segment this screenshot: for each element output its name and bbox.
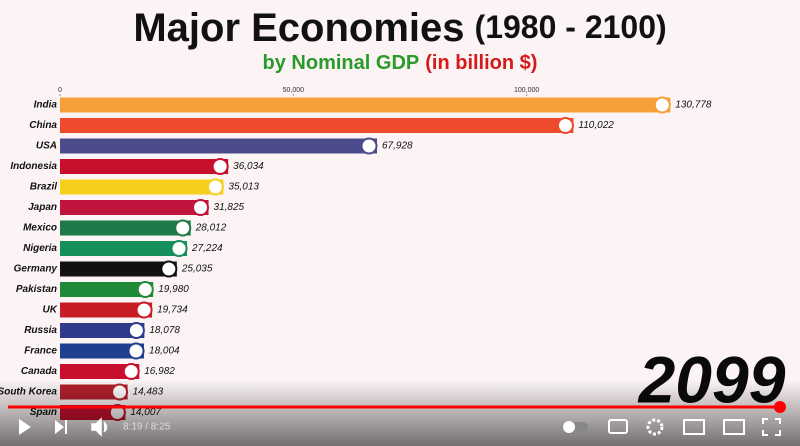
bar xyxy=(60,241,188,256)
flag xyxy=(192,199,210,216)
value-label: 110,022 xyxy=(578,120,614,131)
bar xyxy=(60,261,177,277)
category-label: Mexico xyxy=(23,223,57,234)
subtitle-main: by Nominal GDP xyxy=(263,52,420,74)
chart-title: Major Economies (1980 - 2100) xyxy=(133,6,666,50)
controls-shade xyxy=(0,380,800,446)
title-period: (1980 - 2100) xyxy=(475,9,667,45)
flag xyxy=(160,260,178,278)
value-label: 36,034 xyxy=(233,161,264,172)
flag xyxy=(170,240,188,257)
category-label: India xyxy=(34,100,58,111)
bar xyxy=(60,138,377,154)
flag xyxy=(127,342,145,360)
value-label: 19,734 xyxy=(157,305,188,316)
play-button[interactable] xyxy=(19,419,31,435)
value-label: 16,982 xyxy=(144,366,175,377)
category-label: China xyxy=(29,120,57,131)
theater-button[interactable] xyxy=(723,419,745,435)
flag xyxy=(127,322,145,339)
chart-subtitle: by Nominal GDP (in billion $) xyxy=(263,52,538,74)
bar xyxy=(60,118,574,133)
flag xyxy=(556,117,574,134)
bar xyxy=(60,323,145,338)
bar xyxy=(60,179,224,195)
category-label: Brazil xyxy=(30,182,57,193)
x-tick-label: 0 xyxy=(58,87,62,94)
flag xyxy=(653,96,671,114)
category-label: Indonesia xyxy=(10,161,57,172)
category-label: Pakistan xyxy=(16,284,57,295)
x-tick-label: 50,000 xyxy=(283,87,305,94)
value-label: 130,778 xyxy=(675,100,712,111)
category-label: USA xyxy=(36,141,57,152)
value-label: 18,078 xyxy=(149,325,180,336)
flag xyxy=(360,137,378,155)
autoplay-knob xyxy=(563,421,575,433)
bar xyxy=(60,364,140,379)
bar xyxy=(60,200,209,215)
settings-button[interactable] xyxy=(646,418,664,436)
value-label: 35,013 xyxy=(228,182,259,193)
bar xyxy=(60,97,671,113)
value-label: 28,012 xyxy=(195,223,227,234)
title-main: Major Economies xyxy=(133,6,464,50)
bar xyxy=(60,282,154,297)
flag xyxy=(206,178,224,196)
value-label: 67,928 xyxy=(382,141,413,152)
category-label: Canada xyxy=(21,366,58,377)
value-label: 31,825 xyxy=(214,202,245,213)
next-button[interactable] xyxy=(55,420,67,434)
category-label: UK xyxy=(43,305,58,316)
value-label: 27,224 xyxy=(191,243,223,254)
value-label: 19,980 xyxy=(158,284,189,295)
captions-button[interactable] xyxy=(608,419,628,434)
flag xyxy=(211,158,229,175)
flag xyxy=(174,219,192,237)
flag xyxy=(135,301,153,319)
category-label: Japan xyxy=(28,202,57,213)
progress-scrubber[interactable] xyxy=(774,401,786,413)
flag xyxy=(122,363,140,380)
category-label: France xyxy=(24,346,57,357)
flag xyxy=(136,281,154,298)
bar xyxy=(60,159,229,174)
value-label: 25,035 xyxy=(181,264,213,275)
miniplayer-button[interactable] xyxy=(683,419,705,435)
value-label: 18,004 xyxy=(149,346,180,357)
time-display: 8:19 / 8:25 xyxy=(123,422,171,433)
category-label: Nigeria xyxy=(23,243,57,254)
bar xyxy=(60,343,145,359)
x-tick-label: 100,000 xyxy=(514,87,539,94)
bar xyxy=(60,220,191,236)
category-label: Russia xyxy=(24,325,57,336)
fullscreen-button[interactable] xyxy=(762,418,781,436)
volume-button[interactable] xyxy=(91,417,108,437)
bar xyxy=(60,302,153,318)
category-label: Germany xyxy=(14,264,58,275)
subtitle-unit: (in billion $) xyxy=(425,52,537,74)
